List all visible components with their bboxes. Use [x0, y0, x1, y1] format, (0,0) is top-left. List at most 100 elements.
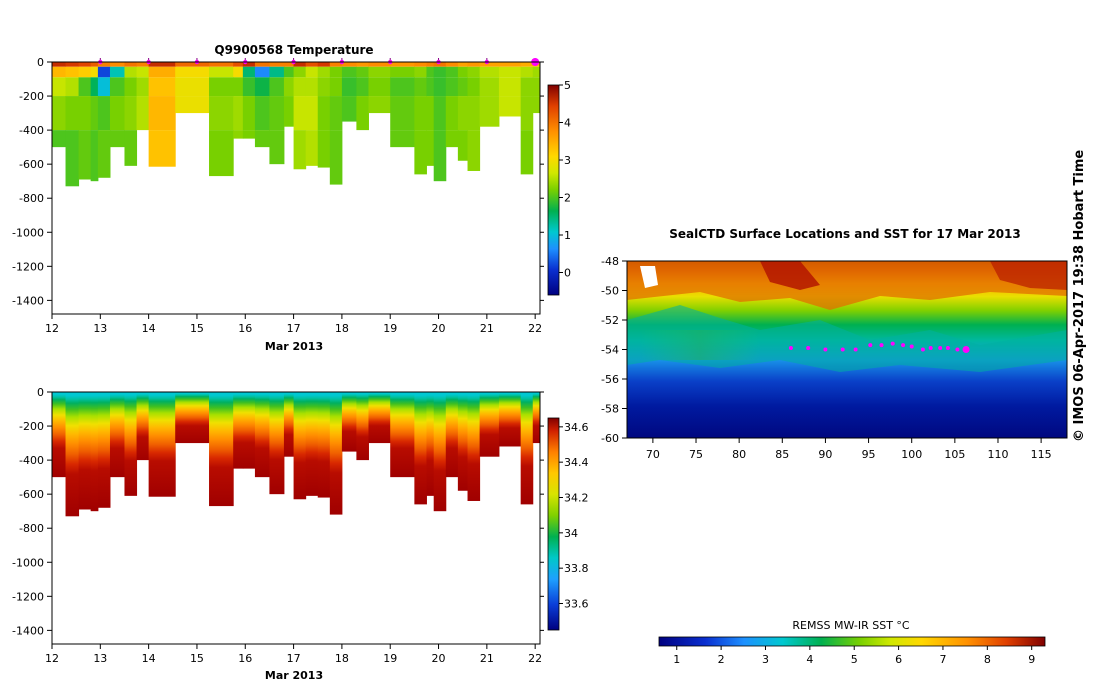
temperature-cell: [242, 96, 256, 131]
salinity-cell: [479, 392, 500, 457]
temperature-cell: [317, 66, 331, 78]
surface-location: [890, 341, 895, 346]
temperature-cell: [414, 66, 427, 78]
x-tick-label: 19: [383, 322, 397, 335]
lon-tick-label: 115: [1031, 448, 1052, 461]
x-tick-label: 13: [93, 322, 107, 335]
salinity-cell: [414, 392, 427, 505]
temperature-cell: [233, 62, 244, 67]
temperature-cell: [65, 77, 80, 97]
temperature-cell: [233, 66, 244, 78]
temperature-cell: [457, 77, 469, 97]
longitude-axis: 70 75 80 85 90 95 100 105 110 115: [646, 438, 1052, 461]
surface-location: [962, 346, 970, 353]
temperature-cell: [479, 62, 500, 67]
x-tick-label: 19: [383, 652, 397, 665]
colorbar-tick-label: 33.8: [564, 562, 589, 575]
lon-tick-label: 105: [944, 448, 965, 461]
temperature-cell: [457, 66, 469, 78]
x-tick-label: 21: [480, 652, 494, 665]
temperature-cell: [65, 66, 80, 78]
salinity-cell: [148, 392, 176, 497]
y-tick-label: -600: [19, 488, 44, 501]
colorbar-tick-label: 34.4: [564, 456, 589, 469]
salinity-cell: [283, 392, 295, 457]
salinity-cell: [433, 392, 447, 512]
temperature-cell: [445, 62, 459, 67]
lat-tick-label: -58: [601, 403, 619, 416]
y-axis: 0 -200 -400 -600 -800 -1000 -1200 -1400: [12, 56, 544, 307]
temperature-cell: [329, 130, 343, 185]
temperature-cell: [97, 66, 111, 78]
temperature-cell: [341, 66, 357, 78]
colorbar: [547, 84, 560, 296]
salinity-cell: [242, 392, 256, 469]
temperature-cell: [457, 96, 469, 131]
temperature-cell: [209, 130, 234, 177]
temperature-cell: [457, 62, 469, 67]
colorbar-tick-label: 34.6: [564, 421, 589, 434]
temperature-cell: [78, 77, 92, 97]
temperature-cell: [305, 96, 319, 131]
y-tick-label: -200: [19, 90, 44, 103]
temperature-cell: [136, 77, 150, 97]
temperature-cell: [368, 62, 391, 67]
warm-core: [990, 261, 1067, 290]
temperature-cell: [341, 96, 357, 122]
salinity-cell: [532, 392, 540, 444]
temperature-cell: [233, 77, 244, 97]
temperature-cell: [532, 66, 540, 78]
plot-frame: [51, 61, 541, 315]
temperature-cell: [426, 66, 435, 78]
y-tick-label: -600: [19, 158, 44, 171]
sst-colorbar-tick-label: 2: [718, 653, 725, 666]
temperature-cell: [498, 66, 522, 78]
temperature-cell: [242, 77, 256, 97]
temperature-cell: [78, 130, 92, 180]
temperature-cell: [520, 66, 534, 78]
salinity-cell: [209, 392, 234, 507]
temperature-cell: [368, 66, 391, 78]
temperature-cell: [233, 130, 244, 139]
sst-colorbar-label: REMSS MW-IR SST °C: [792, 619, 910, 632]
eddy: [640, 330, 760, 360]
temperature-cell: [109, 96, 125, 131]
temperature-cell: [254, 66, 270, 78]
temperature-cell: [305, 62, 319, 67]
temperature-cell: [341, 77, 357, 97]
lon-tick-label: 85: [775, 448, 789, 461]
temperature-cell: [390, 130, 415, 148]
y-tick-label: -400: [19, 454, 44, 467]
surface-locations: [788, 341, 970, 353]
lon-tick-label: 90: [818, 448, 832, 461]
temperature-cell: [124, 96, 138, 131]
temperature-cell: [305, 77, 319, 97]
sst-colorbar-tick-label: 3: [762, 653, 769, 666]
temperature-cell: [52, 96, 67, 131]
lat-tick-label: -54: [601, 344, 619, 357]
salinity-cell: [368, 392, 391, 444]
temperature-cell: [78, 62, 92, 67]
temperature-cell: [269, 96, 285, 131]
temperature-cell: [124, 77, 138, 97]
sst-colorbar-tick-label: 1: [673, 653, 680, 666]
surface-location: [920, 347, 925, 352]
sst-colorbar-tick-label: 8: [984, 653, 991, 666]
salinity-cell: [498, 392, 522, 447]
sst-map-panel: SealCTD Surface Locations and SST for 17…: [601, 227, 1068, 666]
colorbar: [547, 417, 560, 631]
temperature-cell: [520, 130, 534, 175]
y-tick-label: -200: [19, 420, 44, 433]
temperature-cell: [293, 130, 307, 170]
temperature-cell: [520, 77, 534, 97]
surface-location: [909, 344, 914, 349]
sst-colorbar-ticks: 1 2 3 4 5 6 7 8 9: [673, 646, 1035, 666]
temperature-cell: [368, 77, 391, 97]
surface-location: [879, 343, 884, 348]
salinity-cell: [136, 392, 150, 461]
x-tick-label: 21: [480, 322, 494, 335]
x-tick-label: 17: [287, 652, 301, 665]
salinity-cell: [520, 392, 534, 505]
temperature-cell: [209, 96, 234, 131]
y-tick-label: -1400: [12, 294, 44, 307]
